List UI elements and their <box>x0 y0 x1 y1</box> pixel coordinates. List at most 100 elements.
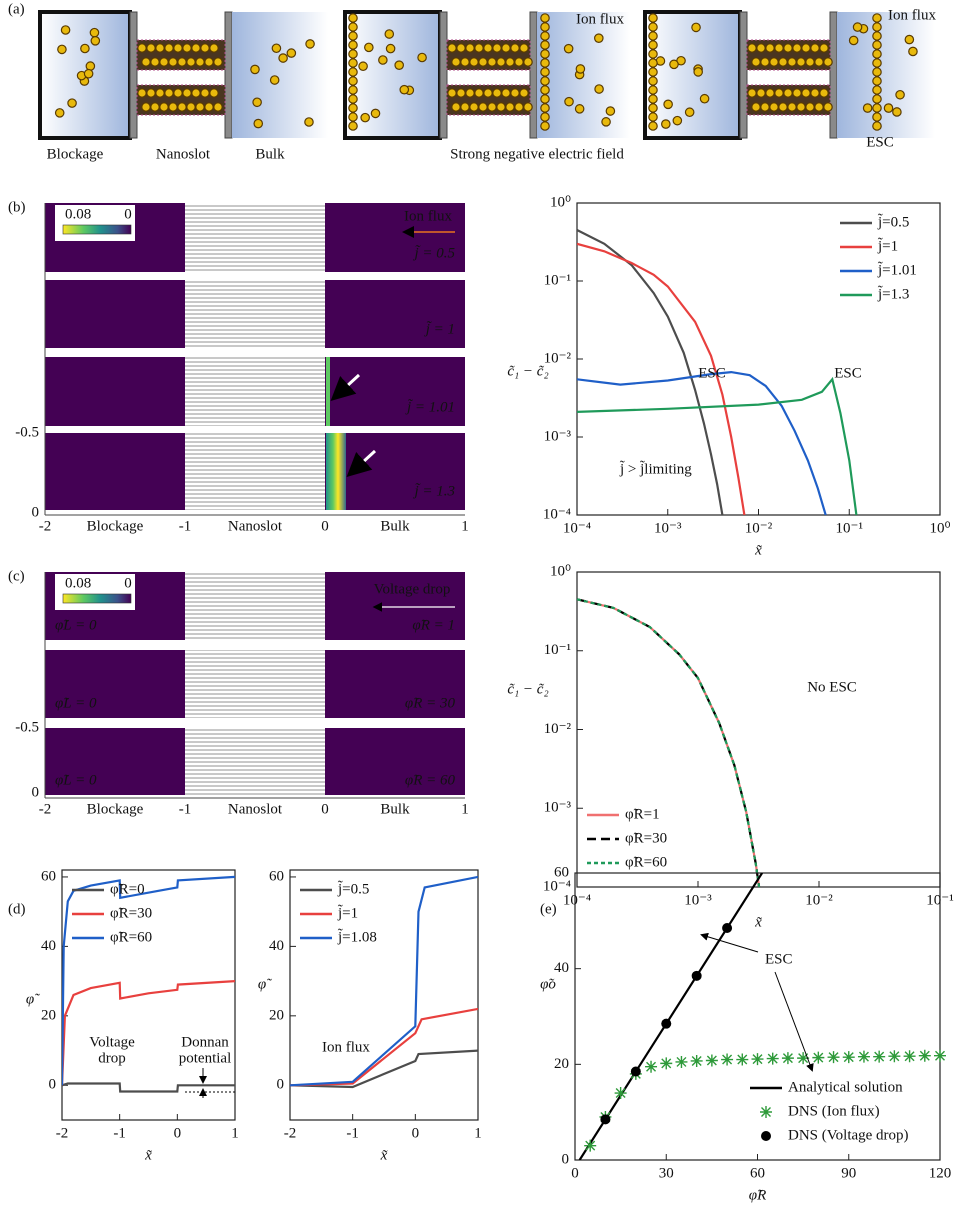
ion <box>541 59 549 67</box>
ion <box>470 103 478 111</box>
y-axis-label: φ̃ <box>258 976 272 992</box>
ion <box>58 45 66 53</box>
heatmap-bulk <box>325 357 465 426</box>
ion <box>497 58 505 66</box>
ion <box>896 91 904 99</box>
ion <box>664 100 672 108</box>
ion <box>461 103 469 111</box>
annotation: j̃ > j̃limiting <box>619 460 692 477</box>
ion <box>541 95 549 103</box>
row-label: j̃ = 1.3 <box>412 483 455 500</box>
ion <box>493 44 501 52</box>
ion <box>520 89 528 97</box>
ion <box>873 113 881 121</box>
ion <box>448 89 456 97</box>
y-tick-label: 60 <box>269 868 284 884</box>
ion <box>515 58 523 66</box>
ion <box>349 77 357 85</box>
x-tick-label: -2 <box>284 1125 297 1141</box>
ion <box>541 14 549 22</box>
ion <box>205 58 213 66</box>
ion <box>90 28 98 36</box>
figure: (a)(b)(c)(d)(e)BlockageNanoslotBulkStron… <box>0 0 963 1209</box>
ion <box>147 89 155 97</box>
marker <box>812 1052 824 1064</box>
ion-flux-label: Ion flux <box>404 208 452 224</box>
ion <box>700 95 708 103</box>
y-axis-label: φ̃o <box>540 976 556 992</box>
ion <box>187 58 195 66</box>
ion <box>649 32 657 40</box>
ion <box>793 89 801 97</box>
x-tick-label: 30 <box>659 1165 674 1181</box>
ion <box>779 103 787 111</box>
ion <box>400 85 408 93</box>
ion <box>873 77 881 85</box>
esc-layer <box>326 433 346 510</box>
ion <box>488 103 496 111</box>
legend-label: j̃=0.5 <box>877 213 909 230</box>
x-axis-label: x̃ <box>380 1147 388 1163</box>
colorbar <box>63 594 131 603</box>
ion <box>811 89 819 97</box>
ion <box>81 44 89 52</box>
x-tick-label: -1 <box>113 1125 126 1141</box>
heatmap-nanoslot <box>185 572 325 640</box>
ion <box>479 58 487 66</box>
ion <box>820 89 828 97</box>
y-tick-label: 10⁻¹ <box>544 272 571 288</box>
ion <box>84 70 92 78</box>
legend-label: φ̃R=30 <box>625 830 667 846</box>
y-tick-label: 10⁰ <box>550 194 571 210</box>
y-tick-label: 10⁰ <box>550 563 571 579</box>
ion <box>811 44 819 52</box>
x-axis-label: x̃ <box>754 914 762 930</box>
legend-swatch <box>761 1131 771 1141</box>
ion <box>873 68 881 76</box>
row-label: j̃ = 0.5 <box>412 245 455 262</box>
ion <box>692 23 700 31</box>
legend-label: j̃=1.3 <box>877 285 909 302</box>
heatmap-blockage <box>45 280 185 348</box>
esc-layer <box>326 357 330 426</box>
ion <box>151 58 159 66</box>
ion <box>466 89 474 97</box>
ion <box>349 95 357 103</box>
legend-label: DNS (Voltage drop) <box>788 1127 909 1143</box>
schematic-label: Strong negative electric field <box>450 146 624 162</box>
x-tick-label: 1 <box>461 518 469 534</box>
ion <box>475 89 483 97</box>
ion <box>142 103 150 111</box>
ion <box>178 103 186 111</box>
ion <box>649 113 657 121</box>
ion <box>524 103 532 111</box>
ion <box>86 62 94 70</box>
x-tick-label: -1 <box>179 801 192 817</box>
ion <box>214 103 222 111</box>
ion <box>575 105 583 113</box>
ion <box>541 32 549 40</box>
y-tick-label: 10⁻³ <box>544 800 572 816</box>
panel-label: (a) <box>8 1 25 17</box>
x-tick-label: -2 <box>39 518 52 534</box>
y-tick-label: 10⁻² <box>544 721 572 737</box>
y-tick-label: 0 <box>562 1151 570 1167</box>
ion <box>506 58 514 66</box>
ion <box>68 99 76 107</box>
panel-label: (d) <box>8 901 26 917</box>
arrow <box>702 935 758 952</box>
ion <box>541 50 549 58</box>
ion <box>662 120 670 128</box>
panel-label: (c) <box>8 568 25 584</box>
ion <box>61 26 69 34</box>
ion <box>502 89 510 97</box>
ion <box>524 58 532 66</box>
ion <box>270 76 278 84</box>
marker <box>722 923 732 933</box>
x-tick-label: 10⁻³ <box>654 520 682 536</box>
ion <box>183 44 191 52</box>
region-label: Blockage <box>87 801 144 817</box>
marker <box>615 1087 627 1099</box>
legend-label: j̃=1 <box>337 904 358 921</box>
reservoir-right <box>837 12 935 138</box>
